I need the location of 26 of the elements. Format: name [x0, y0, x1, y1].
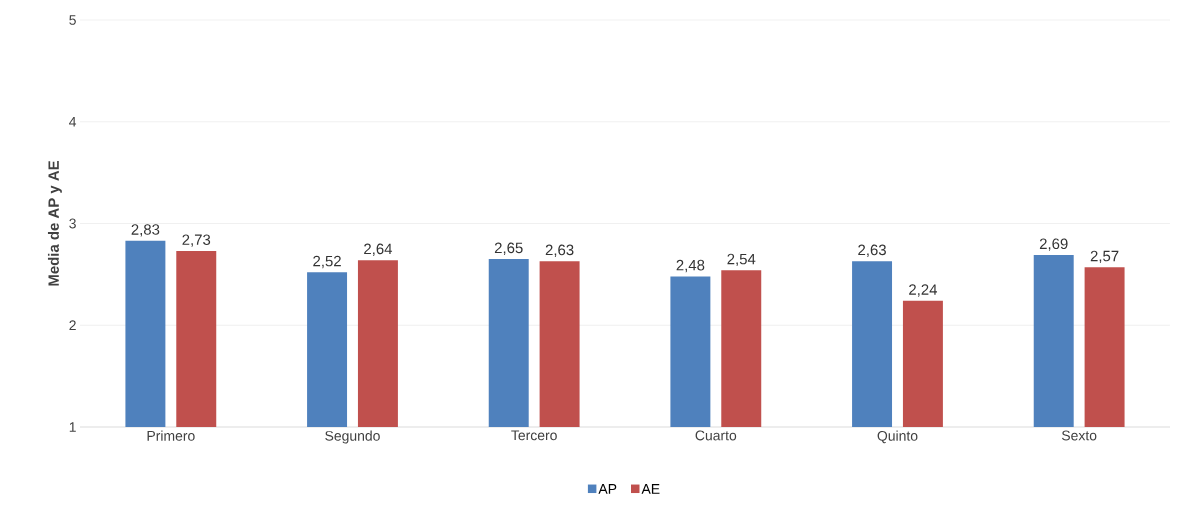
data-label: 2,63: [858, 244, 886, 257]
x-tick-label: Segundo: [325, 430, 380, 444]
data-label: 2,24: [909, 284, 938, 297]
y-axis-title: Media de AP y AE: [47, 160, 62, 286]
data-label: 2,54: [727, 253, 756, 267]
data-label: 2,48: [676, 259, 705, 273]
x-tick-label: Sexto: [1061, 430, 1097, 441]
legend-label: AP: [598, 484, 617, 494]
y-tick-label: 5: [69, 15, 76, 25]
data-label: 2,83: [131, 224, 160, 237]
data-label: 2,64: [364, 243, 393, 256]
data-label: 2,52: [313, 255, 341, 269]
x-tick-label: Tercero: [511, 430, 557, 441]
data-label: 2,63: [545, 244, 574, 257]
y-tick-label: 1: [69, 422, 76, 432]
data-label: 2,73: [182, 234, 211, 247]
legend-label: AE: [641, 484, 660, 494]
y-tick-label: 2: [69, 320, 76, 331]
y-tick-label: 3: [69, 218, 76, 229]
x-tick-label: Primero: [147, 430, 195, 441]
x-tick-label: Quinto: [877, 430, 918, 444]
data-label: 2,65: [494, 242, 523, 255]
data-label: 2,57: [1090, 250, 1119, 264]
x-tick-label: Cuarto: [695, 430, 737, 441]
data-label: 2,69: [1039, 238, 1068, 251]
y-tick-label: 4: [69, 116, 77, 127]
